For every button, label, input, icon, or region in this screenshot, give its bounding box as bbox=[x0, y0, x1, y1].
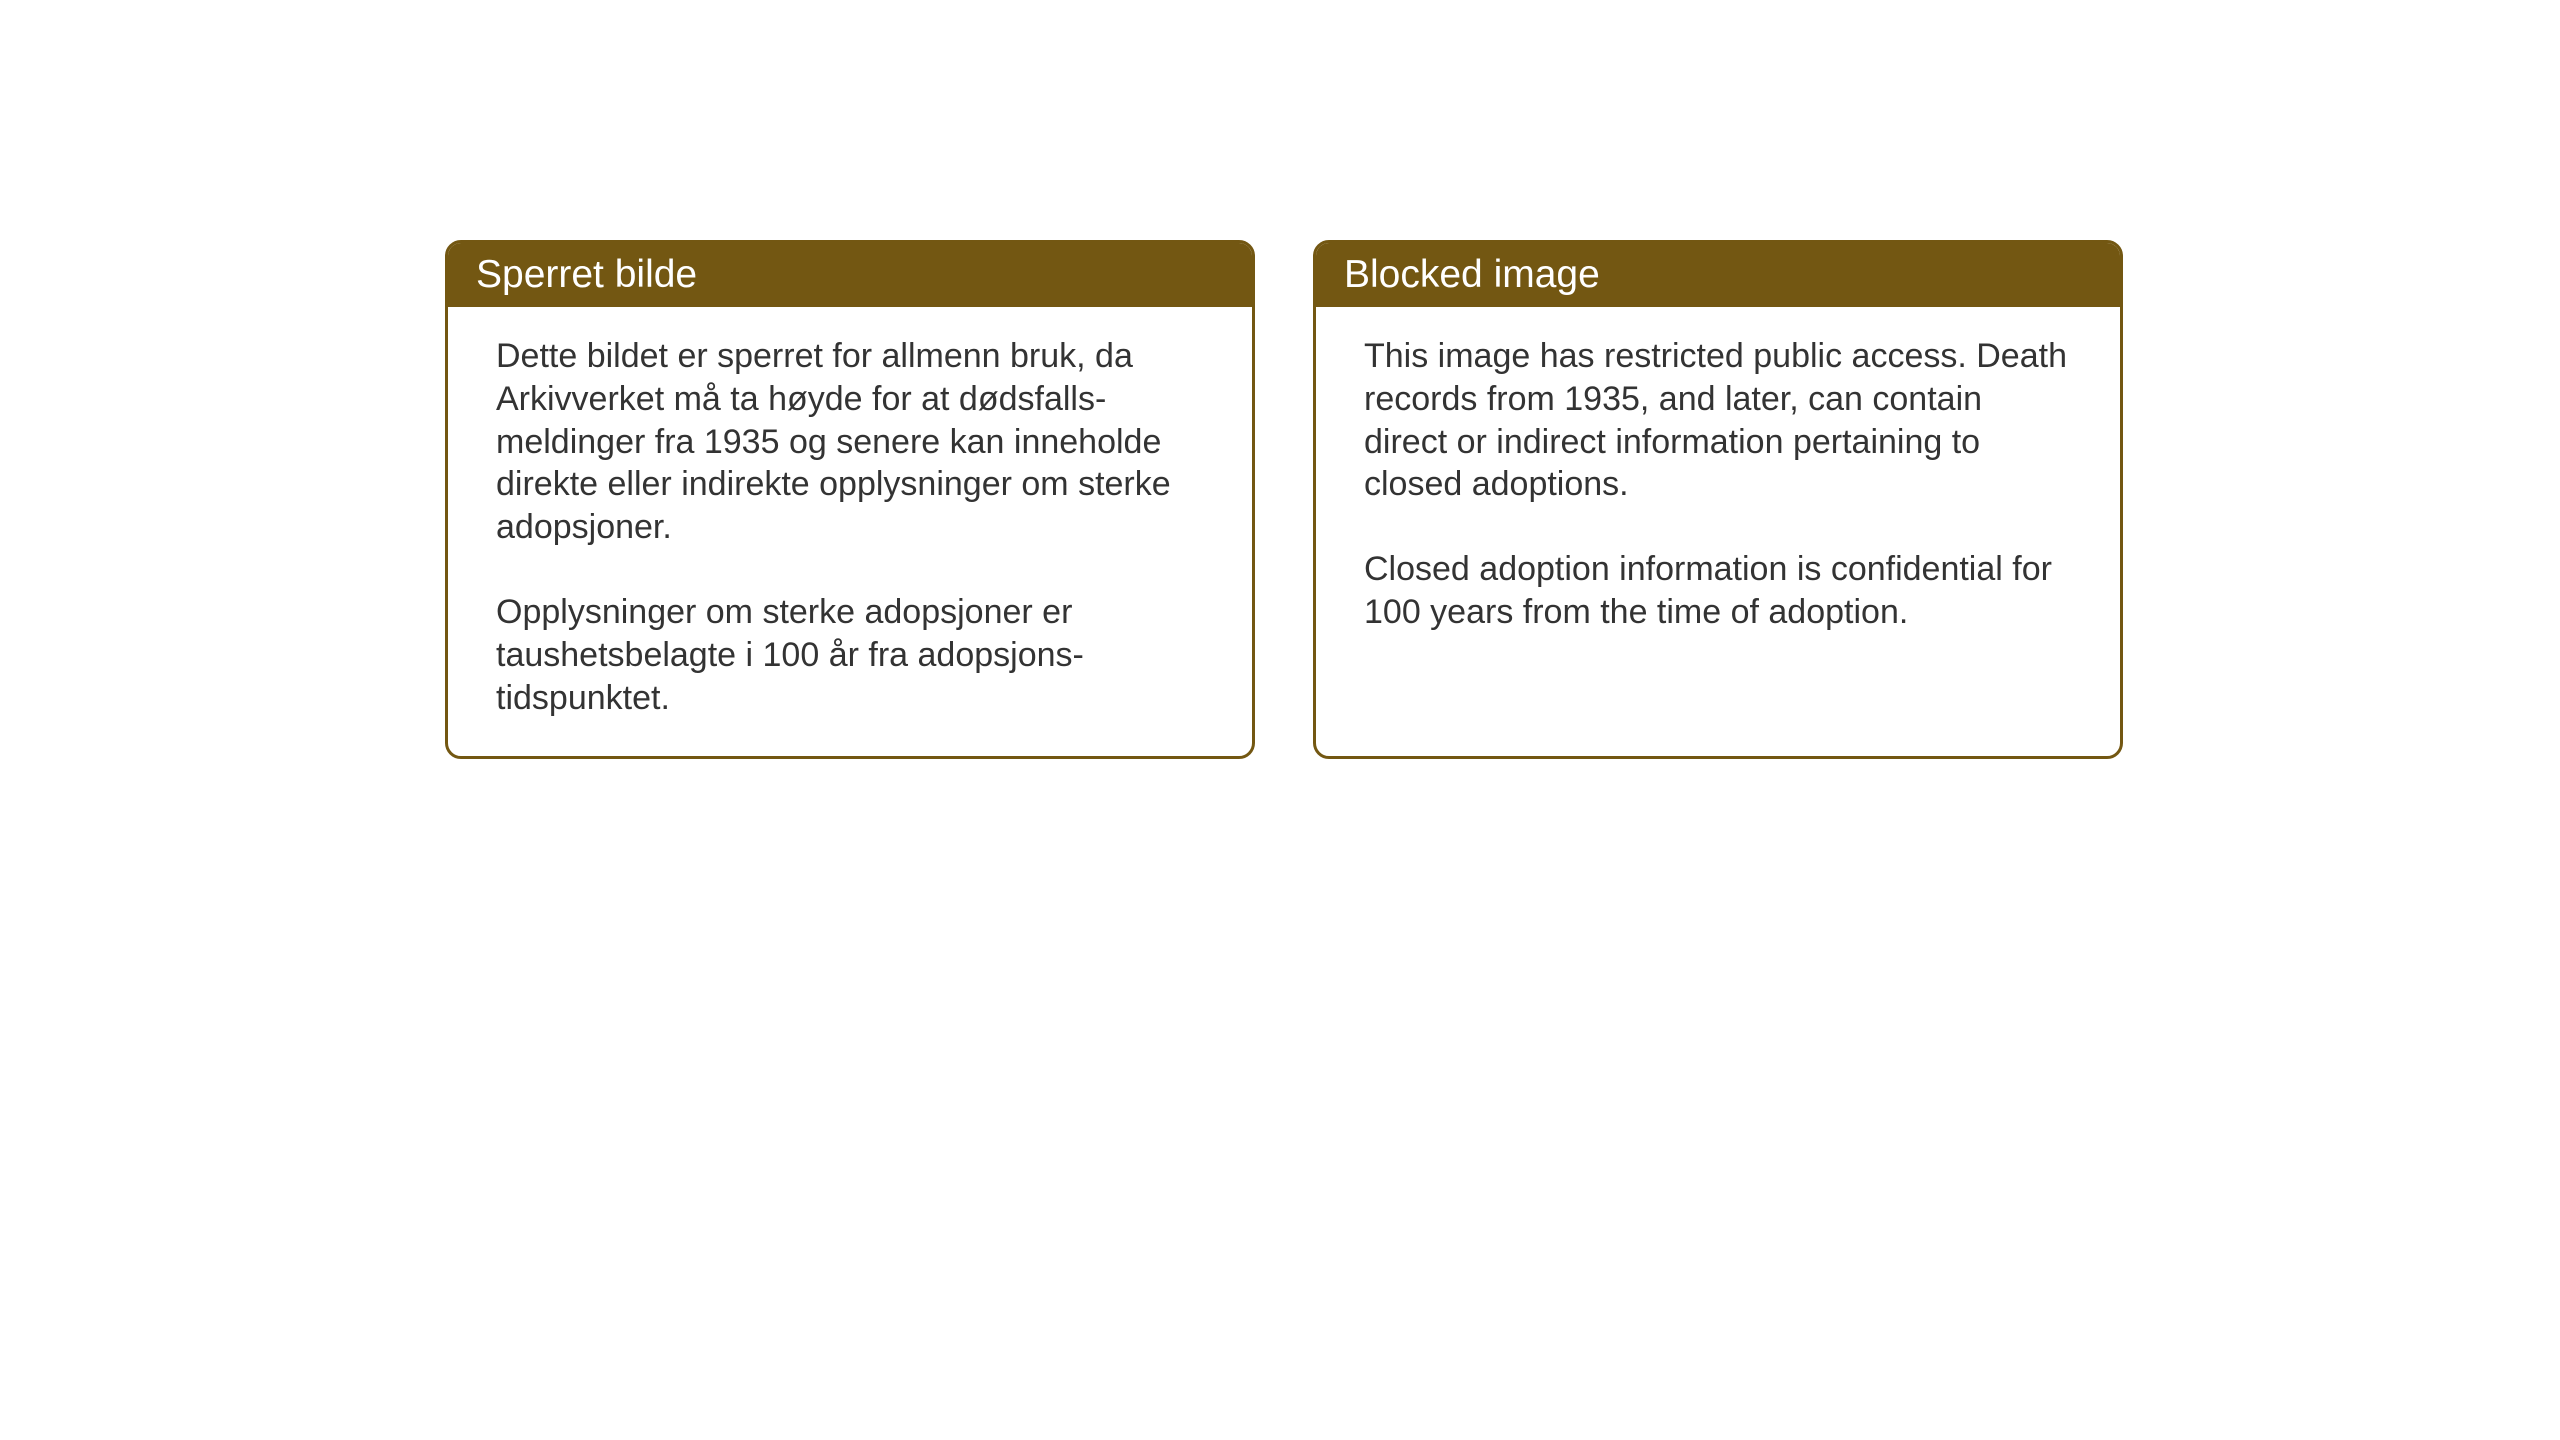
notice-paragraph-1-norwegian: Dette bildet er sperret for allmenn bruk… bbox=[496, 335, 1204, 549]
notice-paragraph-2-english: Closed adoption information is confident… bbox=[1364, 548, 2072, 634]
notice-body-english: This image has restricted public access.… bbox=[1316, 307, 2120, 749]
notice-header-english: Blocked image bbox=[1316, 243, 2120, 307]
notice-paragraph-2-norwegian: Opplysninger om sterke adopsjoner er tau… bbox=[496, 591, 1204, 719]
notice-header-norwegian: Sperret bilde bbox=[448, 243, 1252, 307]
notice-title-norwegian: Sperret bilde bbox=[476, 253, 1224, 297]
notice-container: Sperret bilde Dette bildet er sperret fo… bbox=[445, 240, 2123, 759]
notice-title-english: Blocked image bbox=[1344, 253, 2092, 297]
notice-card-english: Blocked image This image has restricted … bbox=[1313, 240, 2123, 759]
notice-card-norwegian: Sperret bilde Dette bildet er sperret fo… bbox=[445, 240, 1255, 759]
notice-paragraph-1-english: This image has restricted public access.… bbox=[1364, 335, 2072, 506]
notice-body-norwegian: Dette bildet er sperret for allmenn bruk… bbox=[448, 307, 1252, 756]
